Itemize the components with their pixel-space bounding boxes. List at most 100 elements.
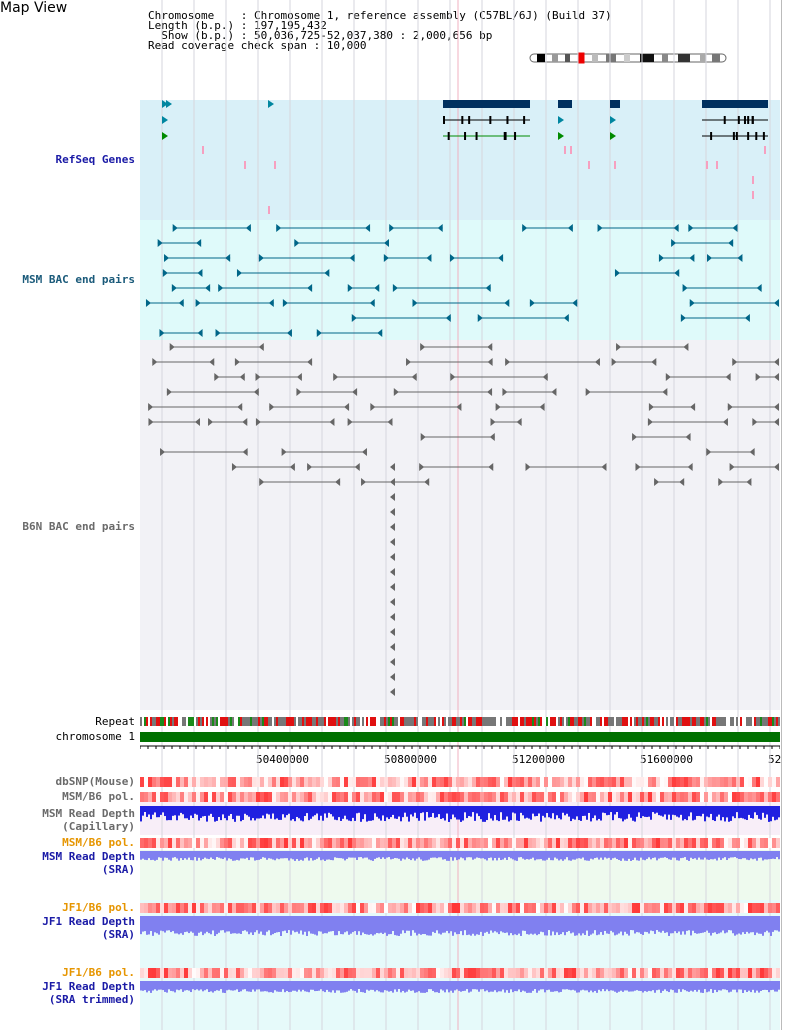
depth-bar bbox=[226, 806, 228, 821]
repeat-block bbox=[264, 717, 266, 726]
heat-cell bbox=[712, 838, 716, 848]
heat-cell bbox=[324, 903, 328, 913]
repeat-block bbox=[720, 717, 722, 726]
depth-bar bbox=[420, 851, 422, 860]
heat-cell bbox=[376, 838, 380, 848]
depth-bar bbox=[324, 851, 326, 861]
depth-bar bbox=[684, 981, 686, 991]
heat-cell bbox=[244, 968, 248, 978]
depth-bar bbox=[422, 916, 424, 935]
heat-cell bbox=[260, 903, 264, 913]
heat-cell bbox=[576, 777, 580, 787]
heat-cell bbox=[372, 903, 376, 913]
heat-cell bbox=[568, 903, 572, 913]
track-label-refseq[interactable]: RefSeq Genes bbox=[55, 153, 135, 166]
track-label-msm-bac[interactable]: MSM BAC end pairs bbox=[22, 273, 135, 286]
heat-cell bbox=[668, 903, 672, 913]
depth-bar bbox=[280, 851, 282, 859]
b6n-bac-end bbox=[725, 373, 731, 381]
depth-bar bbox=[646, 981, 648, 992]
depth-bar bbox=[352, 916, 354, 933]
depth-bar bbox=[308, 806, 310, 821]
heat-cell bbox=[332, 903, 336, 913]
depth-bar bbox=[414, 851, 416, 861]
heat-cell bbox=[208, 903, 212, 913]
heat-cell bbox=[260, 777, 264, 787]
heat-cell bbox=[192, 777, 196, 787]
depth-bar bbox=[486, 851, 488, 861]
header-chromosome: Chromosome : Chromosome 1, reference ass… bbox=[148, 10, 612, 21]
depth-bar bbox=[402, 916, 404, 931]
track-label-b6n-bac[interactable]: B6N BAC end pairs bbox=[22, 520, 135, 533]
depth-bar bbox=[550, 981, 552, 992]
heat-cell bbox=[776, 792, 780, 802]
depth-bar bbox=[778, 981, 780, 990]
depth-bar bbox=[494, 806, 496, 816]
heat-cell bbox=[424, 777, 428, 787]
depth-bar bbox=[610, 806, 612, 813]
depth-bar bbox=[272, 916, 274, 935]
repeat-block bbox=[524, 717, 526, 726]
b6n-bac-end bbox=[390, 688, 395, 696]
depth-bar bbox=[578, 981, 580, 993]
heat-cell bbox=[572, 968, 576, 978]
depth-bar bbox=[334, 851, 336, 858]
heat-cell bbox=[572, 777, 576, 787]
depth-bar bbox=[196, 916, 198, 936]
heat-cell bbox=[484, 968, 488, 978]
repeat-block bbox=[638, 717, 640, 726]
depth-bar bbox=[520, 806, 522, 813]
repeat-block bbox=[528, 717, 530, 726]
depth-bar bbox=[632, 981, 634, 992]
depth-bar bbox=[336, 806, 338, 821]
depth-bar bbox=[266, 916, 268, 932]
b6n-bac-end bbox=[152, 358, 158, 366]
depth-bar bbox=[220, 981, 222, 990]
heat-cell bbox=[308, 792, 312, 802]
repeat-block bbox=[300, 717, 302, 726]
depth-bar bbox=[680, 981, 682, 992]
heat-cell bbox=[648, 903, 652, 913]
heat-cell bbox=[228, 903, 232, 913]
msm-bac-end bbox=[374, 284, 380, 292]
b6n-bac-end bbox=[755, 373, 761, 381]
heat-cell bbox=[616, 792, 620, 802]
depth-bar bbox=[592, 806, 594, 819]
depth-bar bbox=[680, 851, 682, 859]
depth-bar bbox=[368, 916, 370, 935]
depth-bar bbox=[184, 851, 186, 859]
depth-bar bbox=[456, 916, 458, 935]
repeat-block bbox=[282, 717, 284, 726]
depth-bar bbox=[660, 981, 662, 993]
repeat-block bbox=[406, 717, 408, 726]
genome-map-canvas[interactable] bbox=[140, 0, 780, 1030]
depth-bar bbox=[734, 916, 736, 936]
depth-bar bbox=[176, 981, 178, 990]
b6n-bac-end bbox=[679, 478, 685, 486]
msm-bac-end bbox=[195, 299, 201, 307]
repeat-block bbox=[464, 717, 466, 726]
heat-cell bbox=[752, 903, 756, 913]
depth-bar bbox=[320, 806, 322, 816]
depth-bar bbox=[712, 916, 714, 933]
b6n-bac-end bbox=[495, 403, 501, 411]
heat-cell bbox=[388, 777, 392, 787]
heat-cell bbox=[588, 777, 592, 787]
heat-cell bbox=[772, 903, 776, 913]
depth-bar bbox=[686, 916, 688, 931]
chromosome-ideogram[interactable] bbox=[528, 52, 728, 64]
depth-bar bbox=[140, 806, 142, 822]
msm-bac-end bbox=[157, 239, 163, 247]
b6n-bac-end bbox=[729, 463, 735, 471]
heat-cell bbox=[680, 838, 684, 848]
depth-bar bbox=[522, 851, 524, 859]
depth-bar bbox=[608, 981, 610, 992]
heat-cell bbox=[188, 903, 192, 913]
depth-bar bbox=[370, 916, 372, 935]
heat-cell bbox=[496, 968, 500, 978]
refseq-mark bbox=[274, 161, 276, 169]
heat-cell bbox=[576, 968, 580, 978]
repeat-block bbox=[550, 717, 552, 726]
repeat-block bbox=[168, 717, 170, 726]
depth-bar bbox=[496, 806, 498, 821]
